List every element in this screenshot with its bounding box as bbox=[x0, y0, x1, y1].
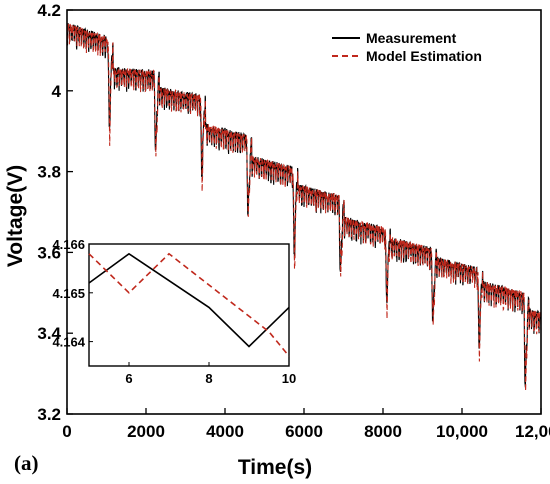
y-tick-label: 3.8 bbox=[37, 163, 61, 182]
x-tick-label: 8000 bbox=[364, 422, 402, 441]
estimation-series-line bbox=[66, 23, 542, 392]
inset-chart: 6 8 10 4.164 4.165 4.166 bbox=[52, 237, 296, 386]
y-axis-label: Voltage(V) bbox=[4, 165, 27, 267]
plot-area bbox=[66, 23, 542, 392]
y-tick-label: 3.4 bbox=[37, 324, 61, 343]
y-tick-label: 3.2 bbox=[37, 405, 61, 424]
inset-y-tick-label: 4.165 bbox=[52, 286, 85, 301]
x-tick-label: 2000 bbox=[127, 422, 165, 441]
legend: Measurement Model Estimation bbox=[332, 30, 482, 64]
x-tick-label: 4000 bbox=[206, 422, 244, 441]
inset-x-tick-label: 8 bbox=[205, 371, 212, 386]
main-axes-box bbox=[66, 9, 542, 415]
inset-estimation-line bbox=[88, 252, 290, 357]
main-axes-frame bbox=[66, 9, 542, 415]
inset-y-tick-label: 4.166 bbox=[52, 237, 85, 252]
x-tick-label: 10,000 bbox=[436, 422, 488, 441]
inset-measurement-line bbox=[88, 252, 290, 348]
main-axis-ticks: 0 2000 4000 6000 8000 10,000 12,000 3.2 3.4 3.6 3.… bbox=[37, 1, 550, 441]
y-tick-label: 4 bbox=[52, 82, 62, 101]
x-tick-label: 6000 bbox=[285, 422, 323, 441]
inset-x-tick-label: 10 bbox=[282, 371, 296, 386]
x-axis-label: Time(s) bbox=[238, 456, 312, 479]
inset-x-tick-label: 6 bbox=[125, 371, 132, 386]
y-tick-label: 4.2 bbox=[37, 1, 61, 20]
inset-axes-box bbox=[88, 243, 290, 367]
y-tick-label: 3.6 bbox=[37, 243, 61, 262]
inset-y-tick-label: 4.164 bbox=[52, 335, 85, 350]
x-tick-label: 0 bbox=[62, 422, 71, 441]
legend-estimation-label: Model Estimation bbox=[366, 48, 482, 64]
legend-measurement-label: Measurement bbox=[366, 30, 457, 46]
panel-label: (a) bbox=[14, 451, 39, 475]
x-tick-label: 12,000 bbox=[515, 422, 550, 441]
